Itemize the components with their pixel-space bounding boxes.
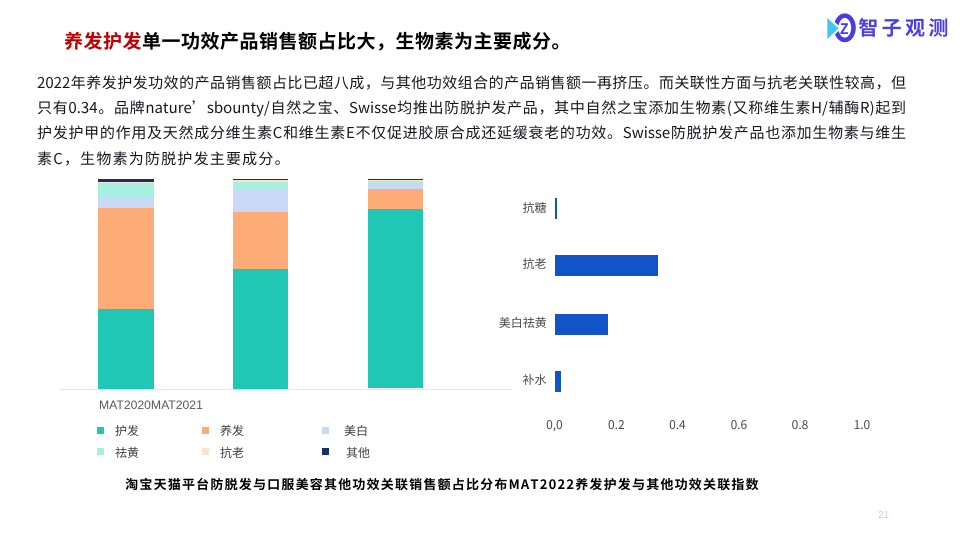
svg-text:智子观测: 智子观测 — [858, 12, 952, 41]
svg-text:Z: Z — [839, 18, 848, 39]
